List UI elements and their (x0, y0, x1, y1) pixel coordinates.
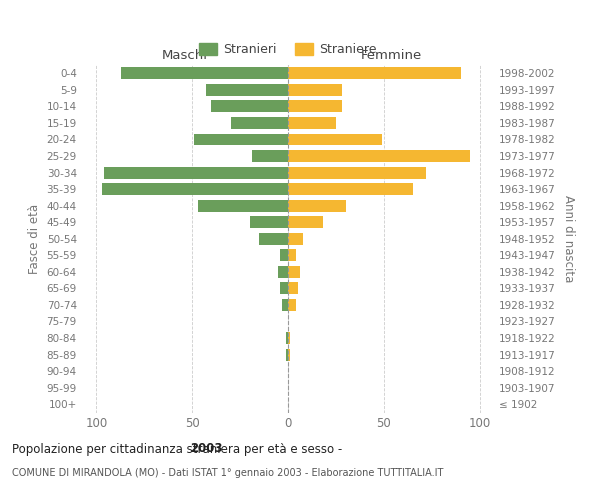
Bar (250, 216, 288, 228)
Bar (288, 134, 382, 145)
Bar (280, 250, 288, 262)
Text: Maschi: Maschi (161, 48, 208, 62)
Bar (288, 233, 304, 244)
Bar (286, 332, 288, 344)
Bar (288, 117, 336, 129)
Bar (288, 150, 470, 162)
Text: Femmine: Femmine (361, 48, 422, 62)
Bar (288, 282, 298, 294)
Bar (104, 166, 288, 178)
Y-axis label: Anni di nascita: Anni di nascita (562, 195, 575, 282)
Bar (280, 282, 288, 294)
Bar (288, 332, 290, 344)
Text: 2003: 2003 (190, 442, 223, 456)
Text: COMUNE DI MIRANDOLA (MO) - Dati ISTAT 1° gennaio 2003 - Elaborazione TUTTITALIA.: COMUNE DI MIRANDOLA (MO) - Dati ISTAT 1°… (12, 468, 443, 477)
Bar (230, 117, 288, 129)
Bar (288, 100, 341, 112)
Bar (288, 200, 346, 211)
Bar (288, 68, 461, 79)
Bar (251, 150, 288, 162)
Bar (206, 84, 288, 96)
Y-axis label: Fasce di età: Fasce di età (28, 204, 41, 274)
Bar (259, 233, 288, 244)
Bar (102, 183, 288, 195)
Bar (194, 134, 288, 145)
Bar (211, 100, 288, 112)
Bar (121, 68, 288, 79)
Bar (288, 183, 413, 195)
Bar (288, 250, 296, 262)
Bar (286, 348, 288, 360)
Text: Popolazione per cittadinanza straniera per età e sesso -: Popolazione per cittadinanza straniera p… (12, 442, 346, 456)
Bar (288, 299, 296, 311)
Bar (288, 266, 299, 278)
Legend: Stranieri, Straniere: Stranieri, Straniere (194, 38, 382, 61)
Bar (278, 266, 288, 278)
Bar (282, 299, 288, 311)
Bar (288, 216, 323, 228)
Bar (288, 84, 341, 96)
Bar (288, 348, 290, 360)
Bar (198, 200, 288, 211)
Bar (288, 166, 426, 178)
